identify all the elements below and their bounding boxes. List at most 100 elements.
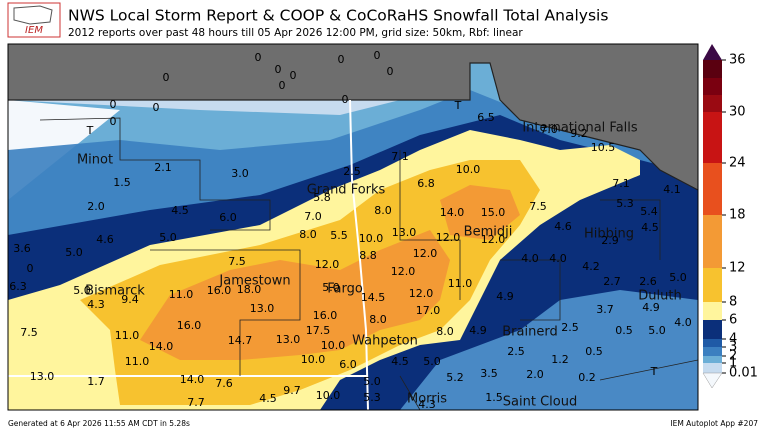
station-value: 10.5	[591, 141, 616, 154]
station-value: 14.0	[149, 340, 174, 353]
station-value: 11.0	[115, 329, 140, 342]
station-value: 0	[279, 79, 286, 92]
colorbar	[702, 44, 723, 389]
colorbar-band	[703, 339, 722, 347]
station-value: 17.0	[416, 304, 441, 317]
city-label: Grand Forks	[307, 183, 386, 198]
station-value: 17.5	[306, 324, 331, 337]
station-value: 8.0	[374, 204, 392, 217]
station-value: 8.0	[369, 313, 387, 326]
station-value: 7.5	[228, 255, 246, 268]
station-value: 1.5	[113, 176, 131, 189]
station-value: 13.0	[250, 302, 275, 315]
city-label: Saint Cloud	[503, 395, 577, 410]
station-value: 9.4	[121, 293, 139, 306]
station-value: 6.0	[219, 211, 237, 224]
footer-right: IEM Autoplot App #207	[670, 419, 758, 428]
station-value: 4.5	[641, 221, 659, 234]
station-value: 12.0	[481, 233, 506, 246]
station-value: 5.0	[669, 271, 687, 284]
station-value: 0	[275, 63, 282, 76]
station-value: 6.0	[339, 358, 357, 371]
station-value: 3.0	[231, 167, 249, 180]
colorbar-band	[703, 347, 722, 356]
station-value: 0	[110, 115, 117, 128]
station-value: 2.0	[526, 368, 544, 381]
station-value: 5.0	[648, 324, 666, 337]
station-value: 4.0	[674, 316, 692, 329]
station-value: 9.2	[570, 127, 588, 140]
border	[8, 62, 698, 191]
station-value: 0	[290, 69, 297, 82]
station-value: 12.0	[315, 258, 340, 271]
station-value: 5.4	[640, 205, 658, 218]
band-orange	[140, 230, 450, 360]
station-value: 14.7	[228, 334, 253, 347]
colorbar-band	[703, 302, 722, 320]
station-value: 9.7	[283, 384, 301, 397]
station-value: 5.5	[330, 229, 348, 242]
station-value: 6.8	[417, 177, 435, 190]
station-value: 2.0	[87, 200, 105, 213]
colorbar-band	[703, 320, 722, 339]
station-value: 13.0	[30, 370, 55, 383]
station-value: 14.5	[361, 291, 386, 304]
station-value: 11.0	[169, 288, 194, 301]
station-value: 4.1	[663, 183, 681, 196]
station-value: 0	[255, 51, 262, 64]
station-value: 2.7	[603, 275, 621, 288]
station-value: 4.0	[549, 252, 567, 265]
station-value: 4.0	[521, 252, 539, 265]
station-value: 16.0	[313, 309, 338, 322]
station-value: 5.8	[313, 191, 331, 204]
city-label: International Falls	[522, 121, 638, 136]
station-value: 4.2	[582, 260, 600, 273]
colorbar-label: 12	[729, 261, 746, 276]
station-value: 5.0	[65, 246, 83, 259]
station-value: 5.2	[446, 371, 464, 384]
station-value: 5.0	[363, 375, 381, 388]
station-value: 0.2	[578, 371, 596, 384]
station-value: 10.0	[359, 232, 384, 245]
station-value: 7.1	[612, 177, 630, 190]
station-value: 0	[27, 262, 34, 275]
map	[7, 43, 699, 411]
city-label: Morris	[407, 392, 447, 407]
station-value: 4.3	[87, 298, 105, 311]
station-value: 4.9	[642, 301, 660, 314]
station-value: 10.0	[456, 163, 481, 176]
station-value: 2.9	[601, 234, 619, 247]
station-value: 7.5	[20, 326, 38, 339]
station-value: 7.5	[529, 200, 547, 213]
station-value: 0.5	[615, 324, 633, 337]
station-value: T	[650, 365, 658, 378]
city-label: Jamestown	[218, 274, 290, 289]
station-value: 5.3	[363, 391, 381, 404]
title: NWS Local Storm Report & COOP & CoCoRaHS…	[68, 7, 608, 25]
station-value: 2.5	[507, 345, 525, 358]
colorbar-label: 0.01	[729, 366, 758, 381]
station-value: 8.8	[359, 249, 377, 262]
station-value: 12.0	[436, 231, 461, 244]
station-value: 0	[153, 101, 160, 114]
colorbar-band	[703, 268, 722, 302]
station-value: 0	[338, 53, 345, 66]
colorbar-band	[703, 163, 722, 215]
station-value: 7.0	[540, 123, 558, 136]
station-value: 6.3	[9, 280, 27, 293]
station-value: 18.0	[237, 283, 262, 296]
city-label: Duluth	[638, 289, 681, 304]
station-value: 5.0	[73, 284, 91, 297]
station-value: T	[454, 99, 462, 112]
station-value: 7.1	[391, 150, 409, 163]
state-border	[8, 99, 369, 410]
city-label: Fargo	[327, 282, 363, 297]
station-value: 4.5	[391, 355, 409, 368]
footer-left: Generated at 6 Apr 2026 11:55 AM CDT in …	[8, 419, 190, 428]
station-value: 10.0	[321, 339, 346, 352]
station-value: 13.0	[392, 226, 417, 239]
station-value: 2.6	[639, 275, 657, 288]
station-value: 8.0	[299, 228, 317, 241]
city-label: Wahpeton	[352, 334, 418, 349]
